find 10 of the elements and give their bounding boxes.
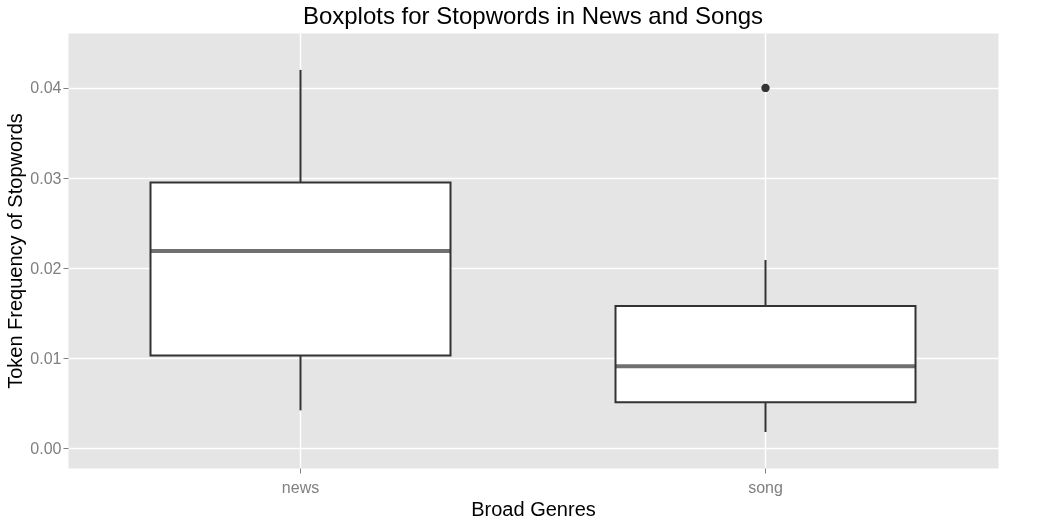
chart-title: Boxplots for Stopwords in News and Songs	[302, 2, 764, 29]
y-tick-label: 0.00	[30, 439, 62, 457]
y-tick-label: 0.03	[30, 169, 62, 187]
y-axis-title: Token Frequency of Stopwords	[4, 113, 27, 389]
x-axis-title: Broad Genres	[471, 497, 596, 520]
x-tick-label: song	[748, 478, 783, 496]
y-tick-label: 0.04	[30, 79, 62, 97]
x-tick-label: news	[281, 478, 320, 496]
y-tick-label: 0.02	[30, 259, 62, 277]
y-tick-label: 0.01	[30, 349, 62, 367]
